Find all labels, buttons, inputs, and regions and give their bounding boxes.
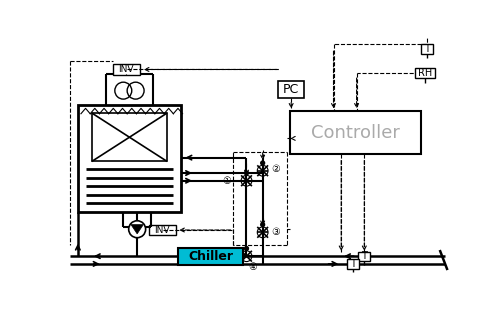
Text: ①: ① <box>222 176 230 186</box>
Bar <box>290 111 420 154</box>
Bar <box>346 259 358 269</box>
Text: INV: INV <box>118 65 134 74</box>
Polygon shape <box>131 225 143 234</box>
Circle shape <box>244 171 248 175</box>
Text: T: T <box>423 44 429 54</box>
Text: ②: ② <box>271 164 280 174</box>
Bar <box>112 64 140 75</box>
Text: T: T <box>349 259 355 269</box>
Text: RH: RH <box>417 68 431 78</box>
Bar <box>357 252 370 261</box>
Circle shape <box>244 247 248 250</box>
Text: ④: ④ <box>247 262 257 272</box>
Bar <box>148 225 175 235</box>
Bar <box>92 113 167 161</box>
Circle shape <box>260 223 264 226</box>
Bar <box>420 44 432 54</box>
Bar <box>414 68 434 78</box>
Text: PC: PC <box>283 83 299 96</box>
Circle shape <box>260 161 264 165</box>
Bar <box>178 248 243 265</box>
Bar <box>278 81 304 98</box>
Circle shape <box>128 221 145 238</box>
Bar <box>78 105 181 211</box>
Text: Chiller: Chiller <box>188 250 233 263</box>
Text: ③: ③ <box>271 227 280 237</box>
Text: INV: INV <box>154 226 170 234</box>
Text: Controller: Controller <box>311 123 399 142</box>
Text: T: T <box>361 251 367 261</box>
